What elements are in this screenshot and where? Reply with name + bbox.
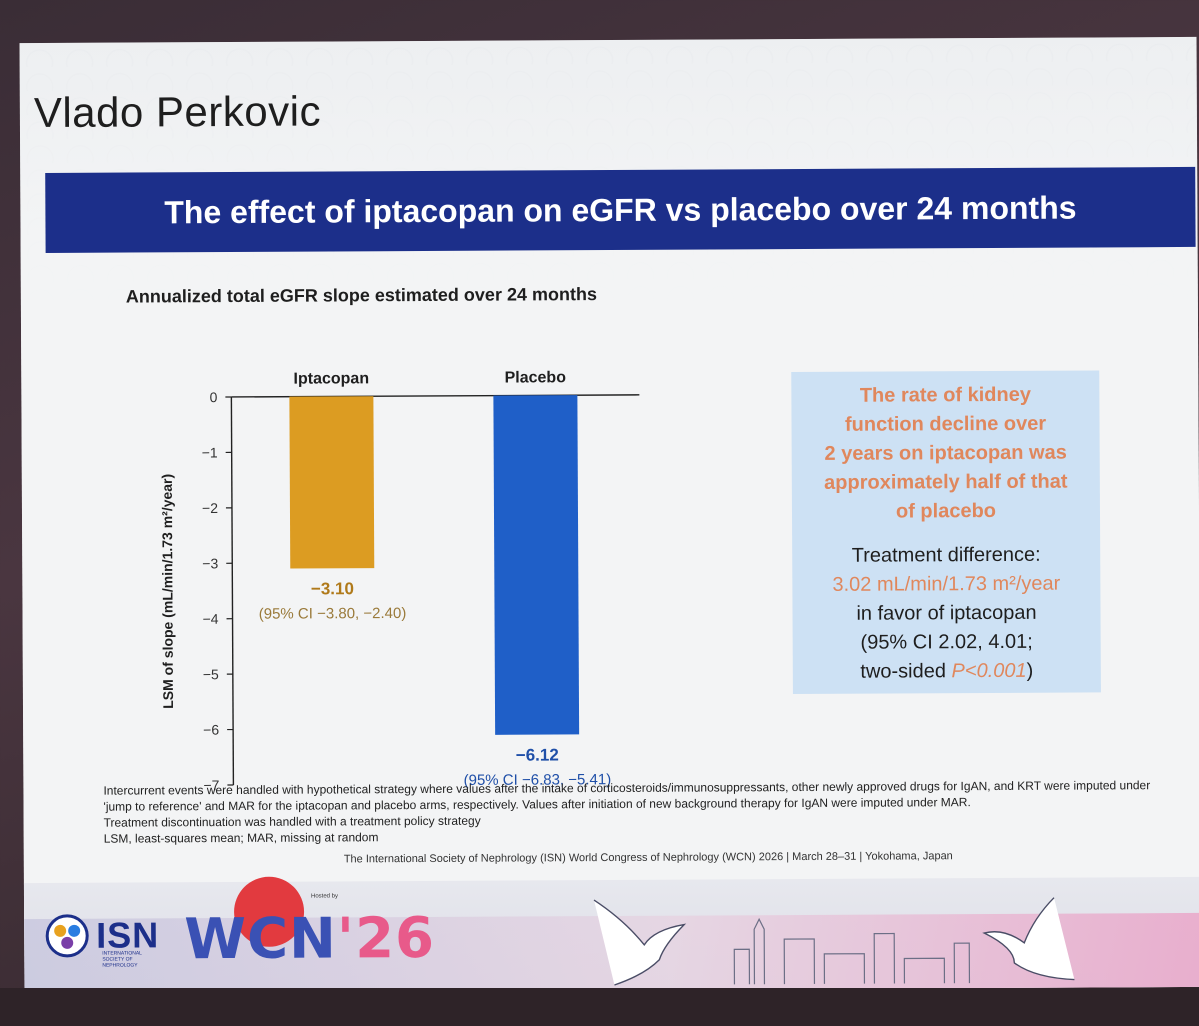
- isn-logo: ISN INTERNATIONAL SOCIETY OF NEPHROLOGY: [44, 912, 159, 969]
- y-tick-label: −7: [203, 777, 219, 793]
- hosted-by: Hosted by: [310, 893, 339, 900]
- callout-line: function decline over: [844, 412, 1047, 436]
- category-label: Iptacopan: [293, 370, 369, 387]
- y-axis-label: LSM of slope (mL/min/1.73 m²/year): [159, 474, 176, 709]
- isn-subtext: INTERNATIONAL SOCIETY OF NEPHROLOGY: [102, 950, 142, 969]
- y-tick-label: −1: [202, 444, 218, 460]
- slide: Vlado Perkovic The effect of iptacopan o…: [19, 36, 1199, 994]
- screen-bottom-edge: [0, 988, 1199, 1026]
- td-p-suffix: ): [1026, 659, 1034, 682]
- wcn-text: WCN: [184, 906, 338, 973]
- y-tick-label: −4: [203, 611, 219, 627]
- wcn-year: '26: [336, 905, 436, 972]
- footnotes: Intercurrent events were handled with hy…: [103, 777, 1163, 847]
- td-ci: (95% CI 2.02, 4.01;: [860, 630, 1033, 654]
- callout-line: of placebo: [895, 499, 997, 523]
- td-p-line: two-sided P<0.001): [793, 656, 1101, 687]
- y-tick-label: −6: [203, 722, 219, 738]
- callout-line: 2 years on iptacopan was: [824, 441, 1067, 465]
- bar-chart: 0 −1 −2 −3 −4 −5 −6 −7 LSM of slope (mL/min/1.73…: [159, 369, 640, 793]
- speaker-name: Vlado Perkovic: [33, 87, 322, 137]
- chart-title: Annualized total eGFR slope estimated ov…: [125, 284, 597, 307]
- bar-placebo: [493, 395, 580, 735]
- callout-line: The rate of kidney: [859, 383, 1032, 407]
- data-value-label: −6.12: [516, 745, 559, 764]
- td-favor: in favor of iptacopan: [856, 601, 1037, 625]
- skyline-and-cranes-illustration: [593, 897, 1075, 986]
- data-value-label: −3.10: [311, 579, 354, 598]
- banner-title: The effect of iptacopan on eGFR vs place…: [45, 166, 1196, 253]
- y-axis-line: [230, 396, 235, 785]
- callout-main-text: The rate of kidney function decline over…: [791, 370, 1100, 527]
- y-tick-label: −5: [203, 666, 219, 682]
- y-tick-label: 0: [210, 389, 218, 405]
- ci-label: (95% CI −3.80, −2.40): [259, 605, 407, 623]
- callout-line: approximately half of that: [824, 470, 1068, 494]
- ci-label: (95% CI −6.83, −5.41): [464, 771, 612, 789]
- y-tick-label: −2: [202, 500, 218, 516]
- td-p-prefix: two-sided: [860, 660, 952, 683]
- td-value: 3.02 mL/min/1.73 m²/year: [832, 572, 1061, 596]
- y-tick-label: −3: [202, 555, 218, 571]
- banner-title-text: The effect of iptacopan on eGFR vs place…: [164, 189, 1077, 230]
- callout-box: The rate of kidney function decline over…: [791, 370, 1101, 695]
- td-label: Treatment difference:: [851, 543, 1041, 567]
- isn-emblem-icon: [45, 914, 89, 958]
- td-p-value: P<0.001: [951, 659, 1027, 683]
- wcn-logo: WCN'26: [184, 906, 435, 972]
- treatment-difference: Treatment difference: 3.02 mL/min/1.73 m…: [792, 540, 1101, 687]
- bar-iptacopan: [289, 396, 375, 569]
- category-label: Placebo: [505, 369, 567, 386]
